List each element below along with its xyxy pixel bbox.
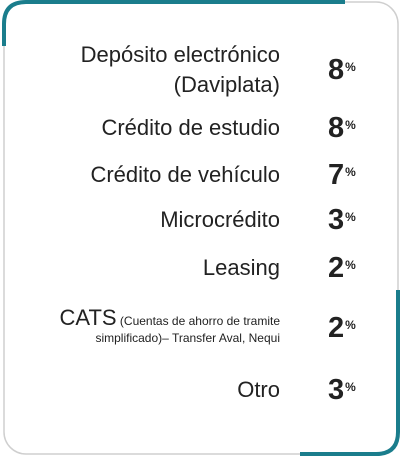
item-value: 7%: [328, 159, 356, 192]
accent-top: [2, 0, 345, 46]
item-label: Otro: [10, 375, 280, 405]
item-title: Crédito de vehículo: [90, 162, 280, 187]
value-number: 2: [328, 311, 345, 344]
list-row: Crédito de vehículo 7%: [10, 159, 380, 192]
item-label-text: CATS (Cuentas de ahorro de tramite simpl…: [10, 307, 280, 347]
list-row: Otro 3%: [10, 374, 380, 407]
item-title: CATS: [59, 305, 117, 330]
list-row: Microcrédito 3%: [10, 204, 380, 237]
list-row: Crédito de estudio 8%: [10, 112, 380, 145]
item-title: Microcrédito: [160, 207, 280, 232]
value-number: 3: [328, 373, 345, 406]
value-unit: %: [345, 117, 356, 132]
item-title: Crédito de estudio: [101, 115, 280, 140]
value-number: 2: [328, 251, 345, 284]
value-number: 7: [328, 158, 345, 191]
item-note: (Cuentas de ahorro de tramite simplifica…: [95, 314, 280, 345]
item-value: 2%: [328, 252, 356, 285]
list-row: CATS (Cuentas de ahorro de tramite simpl…: [10, 307, 380, 347]
item-title: Otro: [237, 377, 280, 402]
list-row: Leasing 2%: [10, 252, 380, 285]
item-value: 8%: [328, 112, 356, 145]
item-title: Leasing: [202, 255, 280, 280]
list-row: Depósito electrónico (Daviplata) 8%: [10, 40, 380, 100]
item-label: CATS (Cuentas de ahorro de tramite simpl…: [10, 307, 280, 347]
value-unit: %: [345, 379, 356, 394]
value-unit: %: [345, 317, 356, 332]
item-label: Microcrédito: [10, 205, 280, 235]
value-unit: %: [345, 257, 356, 272]
value-number: 3: [328, 203, 345, 236]
value-number: 8: [328, 111, 345, 144]
value-unit: %: [345, 59, 356, 74]
item-value: 3%: [328, 204, 356, 237]
item-title: Depósito electrónico: [80, 42, 280, 67]
accent-bottom: [300, 290, 400, 456]
item-value: 8%: [328, 54, 356, 87]
item-label: Leasing: [10, 253, 280, 283]
item-value: 3%: [328, 374, 356, 407]
value-unit: %: [345, 209, 356, 224]
item-title: (Daviplata): [173, 72, 280, 97]
value-unit: %: [345, 164, 356, 179]
item-value: 2%: [328, 312, 356, 345]
item-label: Crédito de estudio: [10, 113, 280, 143]
item-label: Crédito de vehículo: [10, 160, 280, 190]
item-label: Depósito electrónico (Daviplata): [10, 40, 280, 100]
value-number: 8: [328, 53, 345, 86]
